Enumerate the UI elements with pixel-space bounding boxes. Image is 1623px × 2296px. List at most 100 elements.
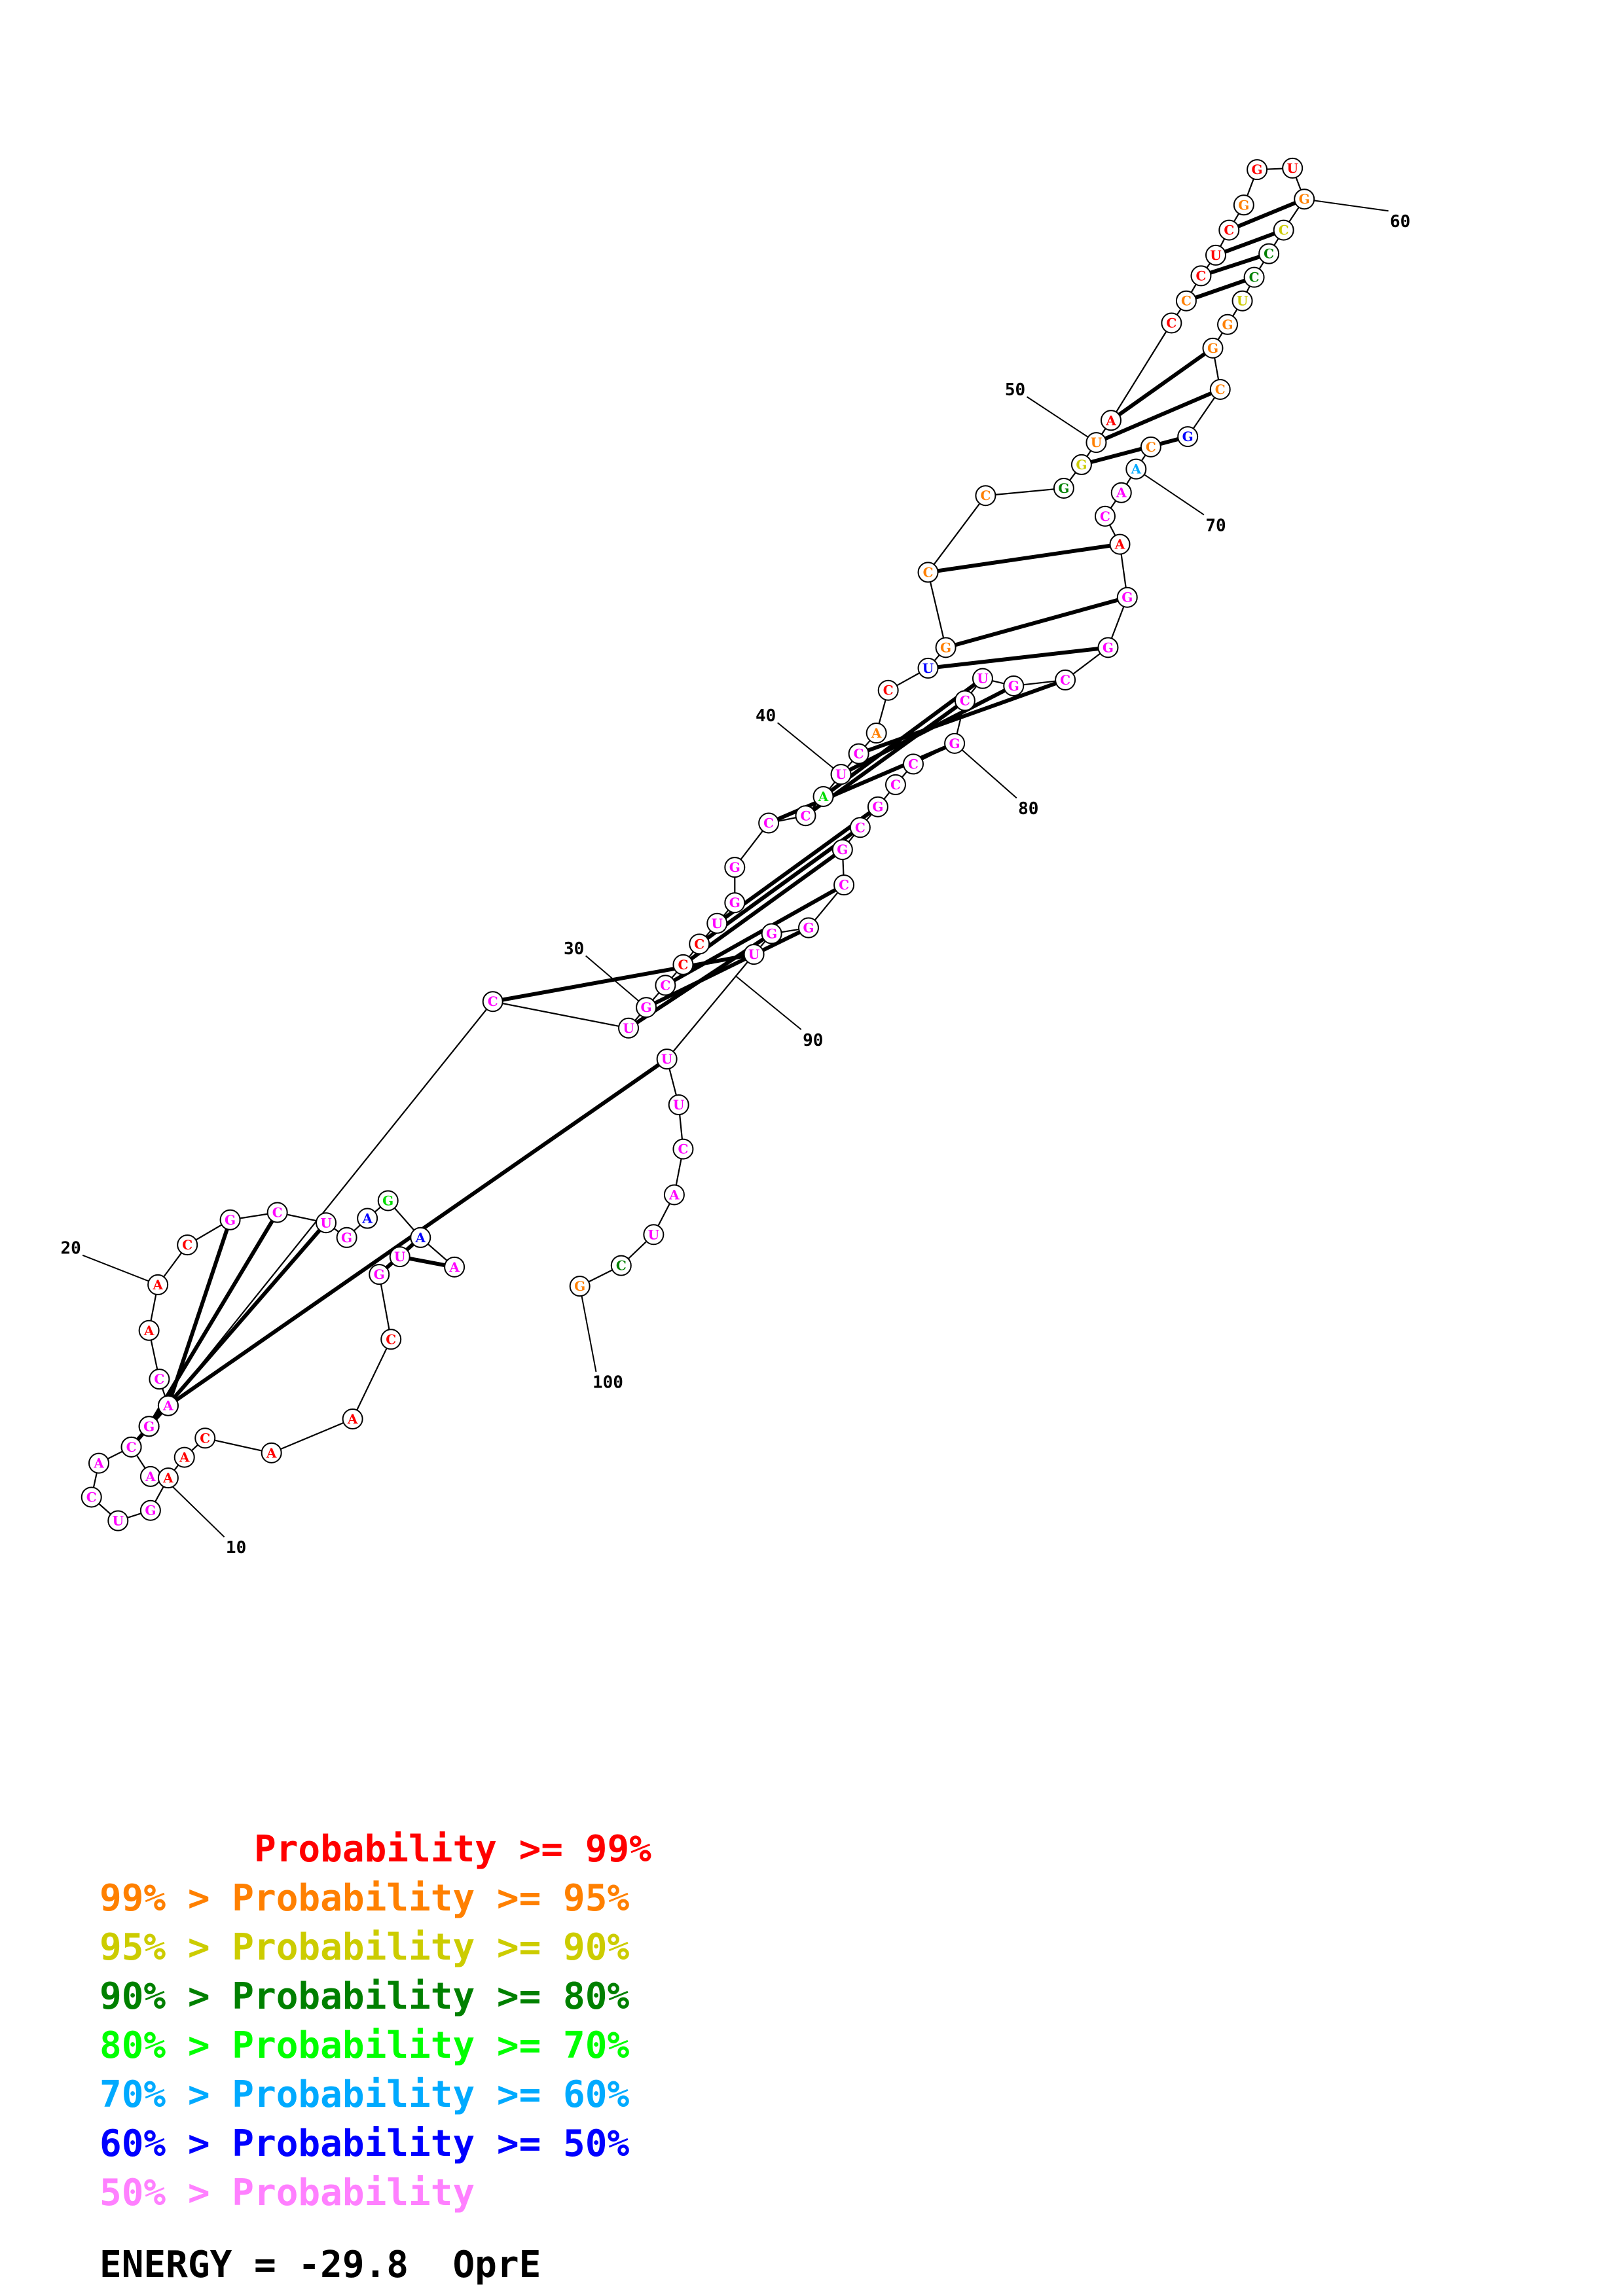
nucleotide-circle	[1116, 586, 1138, 608]
nucleotide: C	[877, 679, 899, 701]
nucleotide-letter: A	[1131, 461, 1142, 477]
nucleotide-letter: G	[949, 736, 960, 751]
nucleotide-circle	[1100, 410, 1122, 431]
base-pair-line	[147, 1211, 280, 1427]
nucleotide-circle	[1161, 312, 1182, 334]
nucleotide-letter: A	[818, 789, 829, 804]
nucleotide: U	[706, 912, 728, 934]
nucleotide: U	[618, 1017, 640, 1039]
nucleotide-letter: U	[113, 1513, 124, 1528]
nucleotide-circle	[173, 1446, 195, 1468]
nucleotide-circle	[377, 1190, 399, 1211]
nucleotide: A	[88, 1452, 109, 1474]
nucleotide-circle	[1217, 314, 1239, 335]
nucleotide-circle	[120, 1436, 142, 1458]
nucleotide: G	[1294, 188, 1315, 210]
nucleotide-circle	[917, 562, 939, 583]
nucleotide: C	[849, 817, 871, 838]
nucleotide-circle	[1097, 637, 1119, 658]
position-leader-line	[579, 1285, 597, 1372]
nucleotide-circle	[316, 1212, 337, 1234]
nucleotide: C	[833, 874, 855, 896]
nucleotide-letter: C	[694, 936, 704, 952]
nucleotide-circle	[107, 1510, 129, 1532]
nucleotide: U	[1085, 432, 1107, 454]
nucleotide-circle	[1070, 454, 1092, 475]
nucleotide: C	[482, 991, 503, 1013]
nucleotide-circle	[1125, 458, 1147, 480]
backbone-segment	[352, 1338, 392, 1420]
nucleotide: G	[1097, 637, 1119, 658]
nucleotide-circle	[1053, 477, 1074, 499]
position-leader-line	[82, 1254, 158, 1285]
nucleotide-letter: A	[871, 725, 882, 741]
nucleotide-letter: G	[1222, 317, 1233, 332]
nucleotide: A	[157, 1467, 179, 1489]
nucleotide: G	[1053, 477, 1074, 499]
nucleotide: A	[1109, 533, 1131, 555]
nucleotide-letter: A	[415, 1230, 426, 1246]
nucleotide-letter: C	[1279, 223, 1289, 238]
nucleotide: C	[758, 812, 780, 834]
nucleotide-circle	[389, 1246, 410, 1268]
nucleotide-letter: A	[1114, 537, 1125, 552]
nucleotide-circle	[1233, 194, 1254, 216]
nucleotide: G	[867, 796, 888, 817]
nucleotide: U	[668, 1094, 689, 1115]
nucleotide-letter: U	[1091, 435, 1102, 450]
nucleotide-circle	[610, 1255, 632, 1276]
nucleotide-letter: A	[1116, 485, 1127, 501]
nucleotide: A	[1110, 482, 1132, 503]
base-pair-lines	[130, 197, 1305, 1448]
nucleotide-letter: C	[1166, 315, 1176, 331]
backbone-segment	[492, 1001, 629, 1029]
nucleotide-circle	[655, 975, 676, 996]
nucleotide-letter: C	[86, 1489, 97, 1505]
nucleotide-circle	[761, 923, 782, 944]
nucleotide-letter: C	[126, 1439, 137, 1455]
nucleotide: C	[903, 753, 924, 775]
nucleotide-circle	[369, 1264, 390, 1285]
nucleotide: G	[377, 1190, 399, 1211]
nucleotide: G	[138, 1416, 160, 1437]
nucleotide: C	[672, 1138, 694, 1160]
nucleotide: G	[1202, 337, 1224, 359]
base-pair-line	[645, 925, 810, 1009]
nucleotide-letter: A	[1105, 412, 1116, 428]
nucleotide-circle	[139, 1499, 161, 1521]
nucleotide-circle	[689, 933, 710, 955]
nucleotide: C	[1140, 436, 1161, 457]
nucleotide-letter: U	[320, 1215, 331, 1230]
nucleotide-circle	[884, 774, 906, 795]
nucleotide-circle	[1273, 219, 1294, 241]
nucleotide-circle	[1205, 244, 1226, 266]
nucleotide: G	[724, 892, 746, 914]
nucleotide-letter: C	[1215, 382, 1226, 397]
nucleotide-letter: G	[1207, 340, 1218, 356]
nucleotide: G	[1217, 314, 1239, 335]
nucleotide: C	[149, 1369, 170, 1390]
nucleotide-letter: U	[977, 671, 988, 687]
position-label: 20	[61, 1239, 81, 1259]
nucleotide-letter: C	[200, 1430, 210, 1446]
nucleotide-letter: C	[1224, 223, 1234, 238]
nucleotide-circle	[1231, 290, 1253, 312]
nucleotide-letter: A	[162, 1398, 173, 1414]
nucleotide-letter: A	[347, 1411, 358, 1427]
nucleotide-circle	[903, 753, 924, 775]
nucleotide-circle	[194, 1427, 216, 1449]
position-label: 90	[803, 1031, 823, 1050]
position-label: 40	[756, 706, 776, 726]
base-pair-line	[928, 645, 1108, 670]
position-leader-line	[954, 743, 1017, 798]
nucleotide: A	[342, 1408, 363, 1429]
base-pair-line	[1095, 387, 1221, 444]
position-leader-line	[777, 722, 842, 775]
nucleotide-letter: C	[763, 816, 774, 831]
position-leader-line	[1304, 198, 1389, 212]
nucleotide: A	[663, 1184, 685, 1206]
nucleotide-letter: C	[182, 1237, 192, 1253]
nucleotide-letter: C	[1146, 439, 1156, 455]
nucleotide-letter: C	[855, 819, 866, 835]
nucleotide: A	[138, 1319, 160, 1341]
